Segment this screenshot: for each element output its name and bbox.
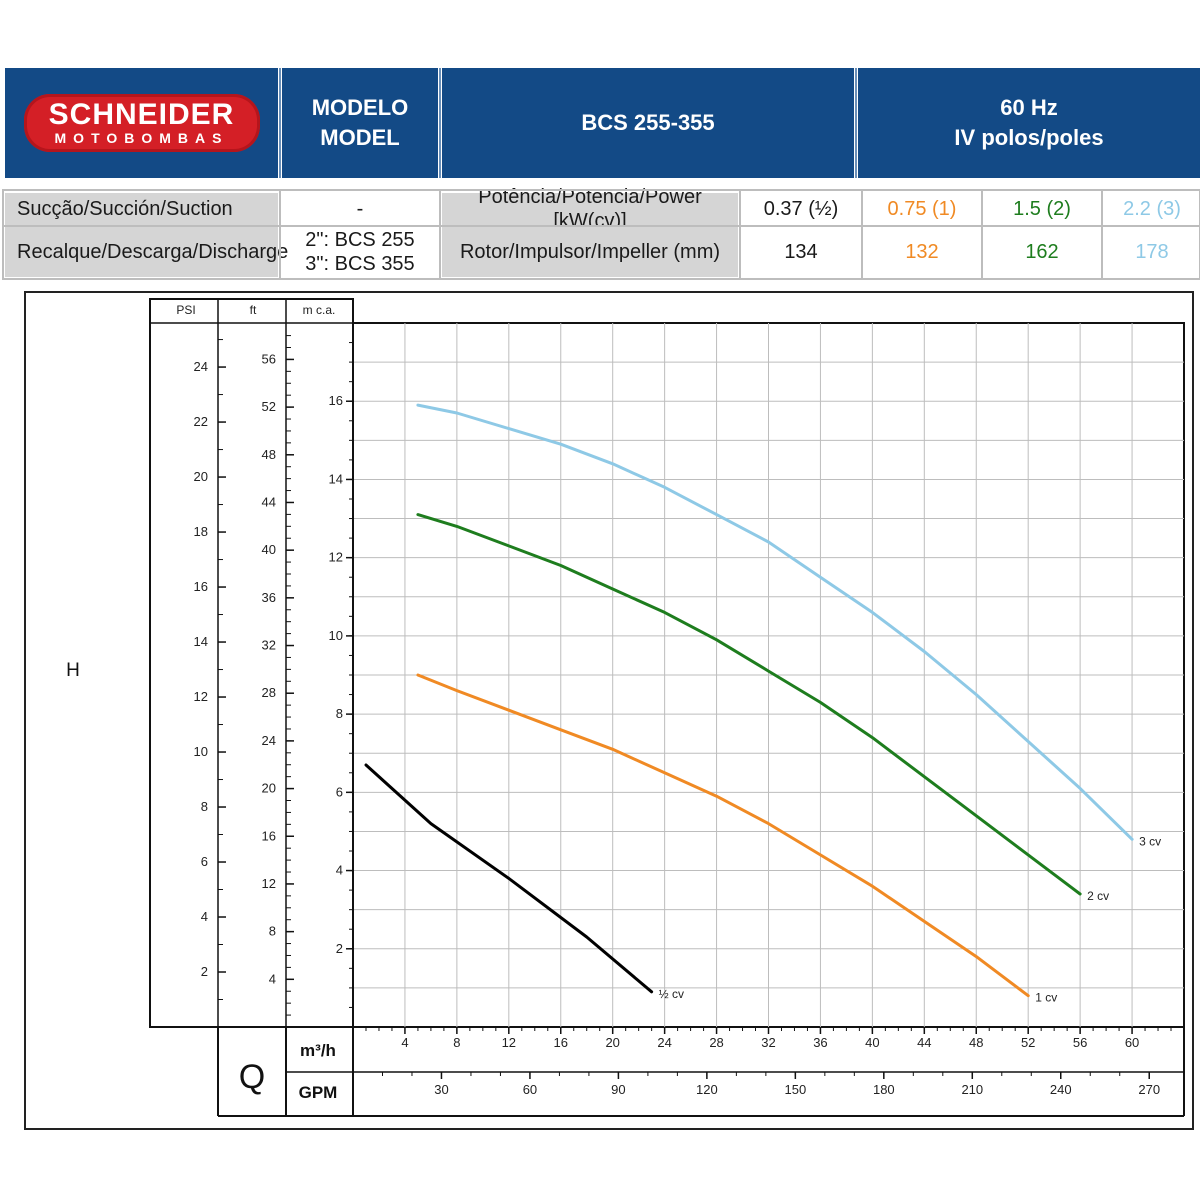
gpm-tick-label: 60 — [523, 1082, 537, 1097]
psi-tick-label: 10 — [194, 744, 208, 759]
series-label-1: 1 cv — [1035, 991, 1057, 1005]
brand-header-cell: SCHNEIDER MOTOBOMBAS — [5, 68, 278, 178]
m3h-tick-label: 44 — [917, 1035, 931, 1050]
model-label-en: MODEL — [320, 125, 400, 150]
m3h-tick-label: 48 — [969, 1035, 983, 1050]
ft-tick-label: 52 — [262, 399, 276, 414]
psi-tick-label: 12 — [194, 689, 208, 704]
frequency-cell: 60 Hz IV polos/poles — [858, 68, 1200, 178]
mca-tick-label: 12 — [329, 550, 343, 565]
poles: IV polos/poles — [954, 125, 1104, 150]
pump-curve-chart-frame — [24, 291, 1194, 1130]
ft-tick-label: 16 — [262, 828, 276, 843]
series-label-0: ½ cv — [659, 987, 684, 1001]
psi-tick-label: 14 — [194, 634, 208, 649]
gpm-tick-label: 120 — [696, 1082, 718, 1097]
psi-tick-label: 4 — [201, 909, 208, 924]
mca-tick-label: 10 — [329, 628, 343, 643]
model-label-pt: MODELO — [311, 95, 409, 120]
mca-tick-label: 16 — [329, 393, 343, 408]
series-curve-1 — [416, 673, 1030, 998]
gpm-unit-label: GPM — [299, 1083, 338, 1102]
mca-tick-label: 6 — [336, 784, 343, 799]
series-curve-0 — [364, 763, 654, 994]
psi-tick-label: 8 — [201, 799, 208, 814]
y-axis-unit-label: ft — [250, 303, 257, 317]
psi-tick-label: 6 — [201, 854, 208, 869]
logo-main-text: SCHNEIDER — [48, 98, 235, 131]
ft-tick-label: 56 — [262, 351, 276, 366]
m3h-tick-label: 12 — [502, 1035, 516, 1050]
ft-tick-label: 44 — [262, 494, 276, 509]
m3h-tick-label: 40 — [865, 1035, 879, 1050]
m3h-tick-label: 32 — [761, 1035, 775, 1050]
x-axis-title: Q — [239, 1058, 265, 1096]
m3h-tick-label: 8 — [453, 1035, 460, 1050]
m3h-tick-label: 16 — [554, 1035, 568, 1050]
ft-tick-label: 20 — [262, 781, 276, 796]
gpm-tick-label: 180 — [873, 1082, 895, 1097]
gpm-tick-label: 210 — [961, 1082, 983, 1097]
psi-tick-label: 20 — [194, 469, 208, 484]
mca-tick-label: 8 — [336, 706, 343, 721]
m3h-tick-label: 28 — [709, 1035, 723, 1050]
mca-tick-label: 2 — [336, 941, 343, 956]
series-curve-2 — [416, 513, 1082, 896]
m3h-tick-label: 4 — [401, 1035, 408, 1050]
m3h-tick-label: 36 — [813, 1035, 827, 1050]
gpm-tick-label: 150 — [785, 1082, 807, 1097]
y-axes-frame — [149, 298, 354, 1028]
gpm-tick-label: 90 — [611, 1082, 625, 1097]
ft-tick-label: 4 — [269, 971, 276, 986]
logo-sub-text: MOTOBOMBAS — [54, 130, 229, 146]
model-range: BCS 255-355 — [581, 110, 715, 135]
ft-tick-label: 24 — [262, 733, 276, 748]
ft-tick-label: 28 — [262, 685, 276, 700]
psi-tick-label: 22 — [194, 414, 208, 429]
mca-tick-label: 14 — [329, 471, 343, 486]
psi-tick-label: 2 — [201, 964, 208, 979]
brand-logo: SCHNEIDER MOTOBOMBAS — [23, 94, 260, 152]
series-curve-3 — [416, 403, 1134, 841]
model-header-cell: MODELO MODEL — [282, 68, 438, 178]
m3h-tick-label: 56 — [1073, 1035, 1087, 1050]
m3h-tick-label: 24 — [657, 1035, 671, 1050]
gpm-tick-label: 30 — [434, 1082, 448, 1097]
ft-tick-label: 32 — [262, 638, 276, 653]
model-range-cell: BCS 255-355 — [442, 68, 854, 178]
y-axis-unit-label: m c.a. — [303, 303, 336, 317]
m3h-tick-label: 52 — [1021, 1035, 1035, 1050]
m3h-tick-label: 60 — [1125, 1035, 1139, 1050]
ft-tick-label: 48 — [262, 447, 276, 462]
m3h-unit-label: m³/h — [300, 1041, 336, 1060]
gpm-tick-label: 270 — [1138, 1082, 1160, 1097]
psi-tick-label: 16 — [194, 579, 208, 594]
ft-tick-label: 40 — [262, 542, 276, 557]
y-axis-unit-label: PSI — [176, 303, 195, 317]
frequency: 60 Hz — [1000, 95, 1058, 120]
psi-tick-label: 18 — [194, 524, 208, 539]
ft-tick-label: 36 — [262, 590, 276, 605]
ft-tick-label: 8 — [269, 924, 276, 939]
gpm-tick-label: 240 — [1050, 1082, 1072, 1097]
y-axis-title: H — [66, 660, 80, 681]
mca-tick-label: 4 — [336, 863, 343, 878]
psi-tick-label: 24 — [194, 359, 208, 374]
series-label-3: 3 cv — [1139, 834, 1161, 848]
ft-tick-label: 12 — [262, 876, 276, 891]
m3h-tick-label: 20 — [605, 1035, 619, 1050]
series-label-2: 2 cv — [1087, 889, 1109, 903]
